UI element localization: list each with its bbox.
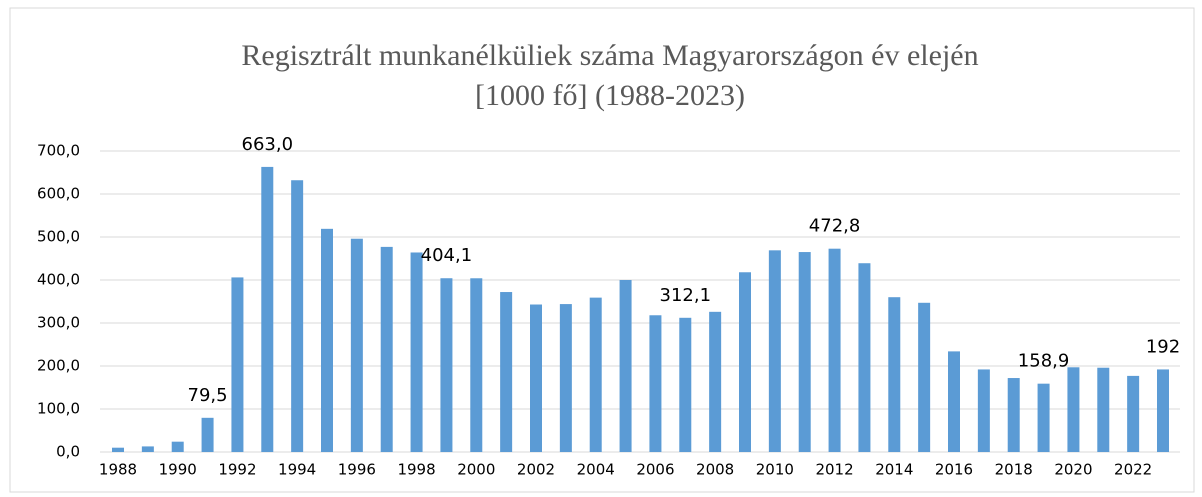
bar xyxy=(589,297,602,452)
bar xyxy=(171,441,184,452)
x-tick-label: 2008 xyxy=(696,461,734,479)
bar xyxy=(112,447,124,452)
x-tick-label: 2016 xyxy=(935,461,973,479)
bar xyxy=(350,238,363,452)
bar xyxy=(1007,378,1020,452)
y-tick-label: 400,0 xyxy=(37,271,80,289)
chart-title: Regisztrált munkanélküliek száma Magyaro… xyxy=(241,39,978,72)
y-tick-label: 600,0 xyxy=(37,185,80,203)
chart-frame xyxy=(9,7,1195,493)
bar xyxy=(261,166,274,452)
bar xyxy=(231,277,244,452)
bar xyxy=(828,248,841,452)
data-label: 79,5 xyxy=(188,385,228,406)
y-tick-label: 700,0 xyxy=(37,142,80,160)
bar xyxy=(201,417,214,452)
bar xyxy=(619,280,632,452)
y-tick-label: 100,0 xyxy=(37,400,80,418)
x-tick-label: 2014 xyxy=(875,461,913,479)
x-tick-label: 1994 xyxy=(278,461,316,479)
data-label: 312,1 xyxy=(660,285,712,306)
chart-title: [1000 fő] (1988-2023) xyxy=(475,79,745,112)
bar xyxy=(679,317,692,452)
bar xyxy=(888,297,901,452)
x-tick-label: 1998 xyxy=(397,461,435,479)
bar xyxy=(559,304,572,452)
x-tick-label: 2020 xyxy=(1054,461,1092,479)
bar xyxy=(858,263,871,452)
data-label: 663,0 xyxy=(242,134,294,155)
bar xyxy=(500,292,513,452)
x-tick-label: 2010 xyxy=(756,461,794,479)
bar xyxy=(291,180,304,453)
bar xyxy=(977,369,990,452)
bar xyxy=(530,304,542,452)
y-tick-label: 200,0 xyxy=(37,357,80,375)
bar xyxy=(1127,375,1140,452)
bar xyxy=(918,302,931,452)
bar xyxy=(321,228,333,452)
bar xyxy=(1067,367,1080,452)
bar xyxy=(709,311,722,452)
x-tick-label: 2022 xyxy=(1114,461,1152,479)
y-tick-label: 300,0 xyxy=(37,314,80,332)
bar xyxy=(649,315,662,452)
x-tick-label: 2012 xyxy=(815,461,853,479)
x-tick-label: 2002 xyxy=(517,461,555,479)
bar xyxy=(1157,369,1169,452)
x-tick-label: 1996 xyxy=(338,461,376,479)
bar xyxy=(1037,383,1050,452)
bar xyxy=(1097,367,1110,452)
x-tick-label: 1988 xyxy=(99,461,137,479)
x-tick-label: 1990 xyxy=(159,461,197,479)
bar xyxy=(440,278,453,452)
bar xyxy=(739,272,751,452)
x-tick-label: 2018 xyxy=(995,461,1033,479)
y-tick-label: 0,0 xyxy=(56,443,80,461)
bar xyxy=(768,250,781,452)
data-label: 472,8 xyxy=(809,216,861,237)
x-tick-label: 2004 xyxy=(577,461,615,479)
data-label: 404,1 xyxy=(421,245,473,266)
y-tick-label: 500,0 xyxy=(37,228,80,246)
bar xyxy=(380,246,393,452)
data-label: 192 xyxy=(1146,336,1180,357)
bar xyxy=(470,278,483,452)
data-label: 158,9 xyxy=(1018,351,1070,372)
bar xyxy=(410,252,423,452)
x-tick-label: 1992 xyxy=(218,461,256,479)
bar xyxy=(141,446,154,452)
x-tick-label: 2006 xyxy=(636,461,674,479)
x-tick-label: 2000 xyxy=(457,461,495,479)
bar xyxy=(948,351,960,452)
bar xyxy=(798,252,811,452)
